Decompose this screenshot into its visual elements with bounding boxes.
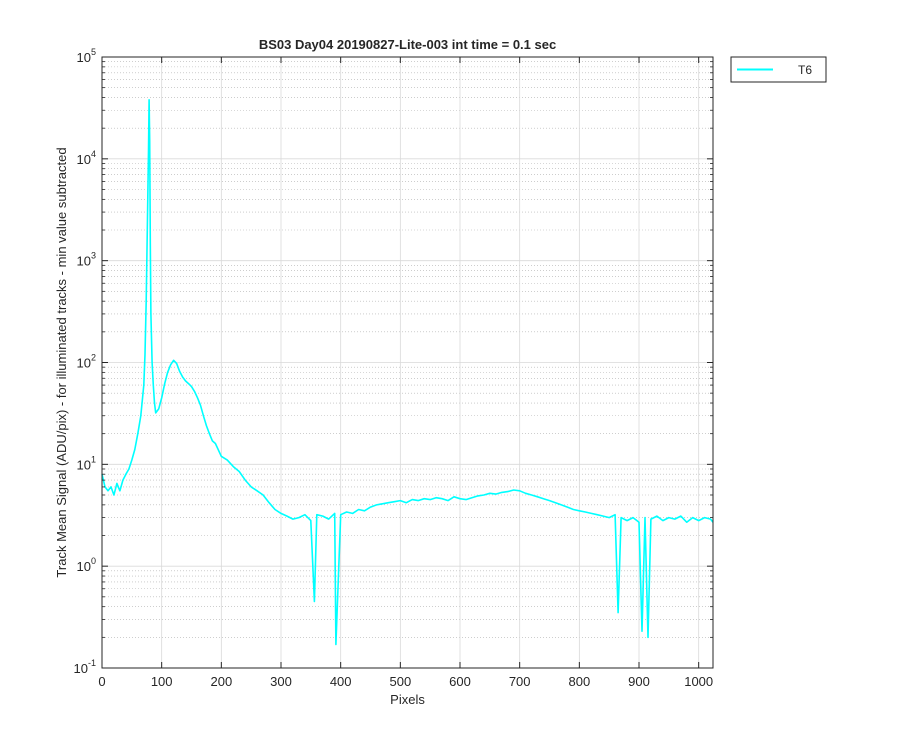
x-tick-label: 0	[98, 674, 105, 689]
series-line-t6	[101, 99, 714, 646]
chart-title: BS03 Day04 20190827-Lite-003 int time = …	[259, 37, 556, 52]
y-tick-label: 103	[77, 251, 96, 269]
x-tick-label: 600	[449, 674, 471, 689]
y-tick-label: 104	[77, 149, 96, 167]
y-tick-label: 10-1	[74, 658, 96, 676]
x-tick-label: 800	[568, 674, 590, 689]
y-axis-label: Track Mean Signal (ADU/pix) - for illumi…	[54, 147, 69, 577]
x-tick-label: 100	[151, 674, 173, 689]
y-tick-label: 102	[77, 353, 96, 371]
series-layer	[101, 99, 714, 646]
x-tick-labels: 0 100 200 300 400 500 600 700 800 900 1000	[98, 674, 713, 689]
axis-ticks	[101, 56, 713, 669]
y-tick-label: 100	[77, 556, 96, 574]
legend[interactable]: T6	[730, 56, 827, 83]
x-axis-label: Pixels	[390, 692, 425, 707]
x-tick-label: 400	[330, 674, 352, 689]
y-tick-label: 105	[77, 47, 96, 65]
x-tick-label: 200	[210, 674, 232, 689]
x-tick-label: 900	[628, 674, 650, 689]
x-tick-label: 700	[509, 674, 531, 689]
legend-label-t6: T6	[798, 63, 812, 77]
x-tick-label: 1000	[684, 674, 713, 689]
x-tick-label: 500	[389, 674, 411, 689]
y-tick-label: 101	[77, 454, 96, 472]
y-tick-labels: 10-1 100 101 102 103 104 105	[74, 47, 96, 676]
x-tick-label: 300	[270, 674, 292, 689]
